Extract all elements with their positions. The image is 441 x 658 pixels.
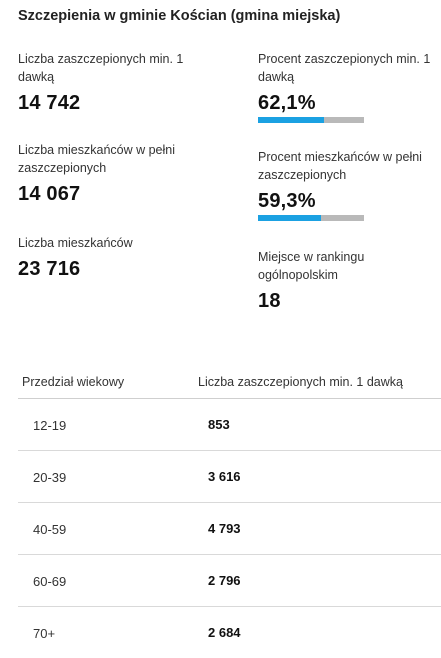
count-cell: 3 616: [208, 469, 241, 484]
stat-label: Procent zaszczepionych min. 1 dawką: [258, 52, 431, 84]
age-range-cell: 20-39: [33, 470, 67, 485]
progress-bar-fill: [258, 117, 324, 123]
stat-ranking: Miejsce w rankingu ogólnopolskim 18: [258, 248, 408, 313]
table-row: 60-69 2 796: [18, 555, 441, 607]
stat-value: 23 716: [18, 258, 81, 280]
age-range-cell: 60-69: [33, 574, 67, 589]
age-range-cell: 70+: [33, 626, 56, 641]
stat-label: Liczba zaszczepionych min. 1 dawką: [18, 52, 184, 84]
count-cell: 2 796: [208, 573, 241, 588]
progress-bar-fill: [258, 215, 321, 221]
table-row: 40-59 4 793: [18, 503, 441, 555]
stat-value: 18: [258, 290, 281, 312]
column-header-count: Liczba zaszczepionych min. 1 dawką: [198, 375, 403, 389]
age-range-cell: 40-59: [33, 522, 67, 537]
stat-label: Liczba mieszkańców: [18, 236, 133, 250]
count-cell: 4 793: [208, 521, 241, 536]
stat-value: 62,1%: [258, 92, 316, 114]
column-header-age: Przedział wiekowy: [22, 375, 125, 389]
stat-label: Liczba mieszkańców w pełni zaszczepionyc…: [18, 143, 176, 175]
age-group-table: Przedział wiekowy Liczba zaszczepionych …: [18, 368, 441, 658]
stat-fully-vaccinated: Liczba mieszkańców w pełni zaszczepionyc…: [18, 141, 218, 206]
page-title: Szczepienia w gminie Kościan (gmina miej…: [18, 8, 341, 24]
progress-bar: [258, 215, 364, 221]
stat-label: Miejsce w rankingu ogólnopolskim: [258, 250, 365, 282]
table-row: 20-39 3 616: [18, 451, 441, 503]
count-cell: 2 684: [208, 625, 241, 640]
stat-label: Procent mieszkańców w pełni zaszczepiony…: [258, 150, 422, 182]
table-row: 12-19 853: [18, 399, 441, 451]
count-cell: 853: [208, 417, 230, 432]
progress-bar: [258, 117, 364, 123]
stat-percent-one-dose: Procent zaszczepionych min. 1 dawką 62,1…: [258, 50, 438, 123]
table-row: 70+ 2 684: [18, 607, 441, 658]
stat-value: 14 067: [18, 183, 81, 205]
stat-value: 14 742: [18, 92, 81, 114]
age-range-cell: 12-19: [33, 418, 67, 433]
stat-value: 59,3%: [258, 190, 316, 212]
stat-percent-fully: Procent mieszkańców w pełni zaszczepiony…: [258, 148, 438, 221]
stat-vaccinated-one-dose: Liczba zaszczepionych min. 1 dawką 14 74…: [18, 50, 218, 115]
stat-residents: Liczba mieszkańców 23 716: [18, 234, 218, 281]
table-header: Przedział wiekowy Liczba zaszczepionych …: [18, 368, 441, 399]
